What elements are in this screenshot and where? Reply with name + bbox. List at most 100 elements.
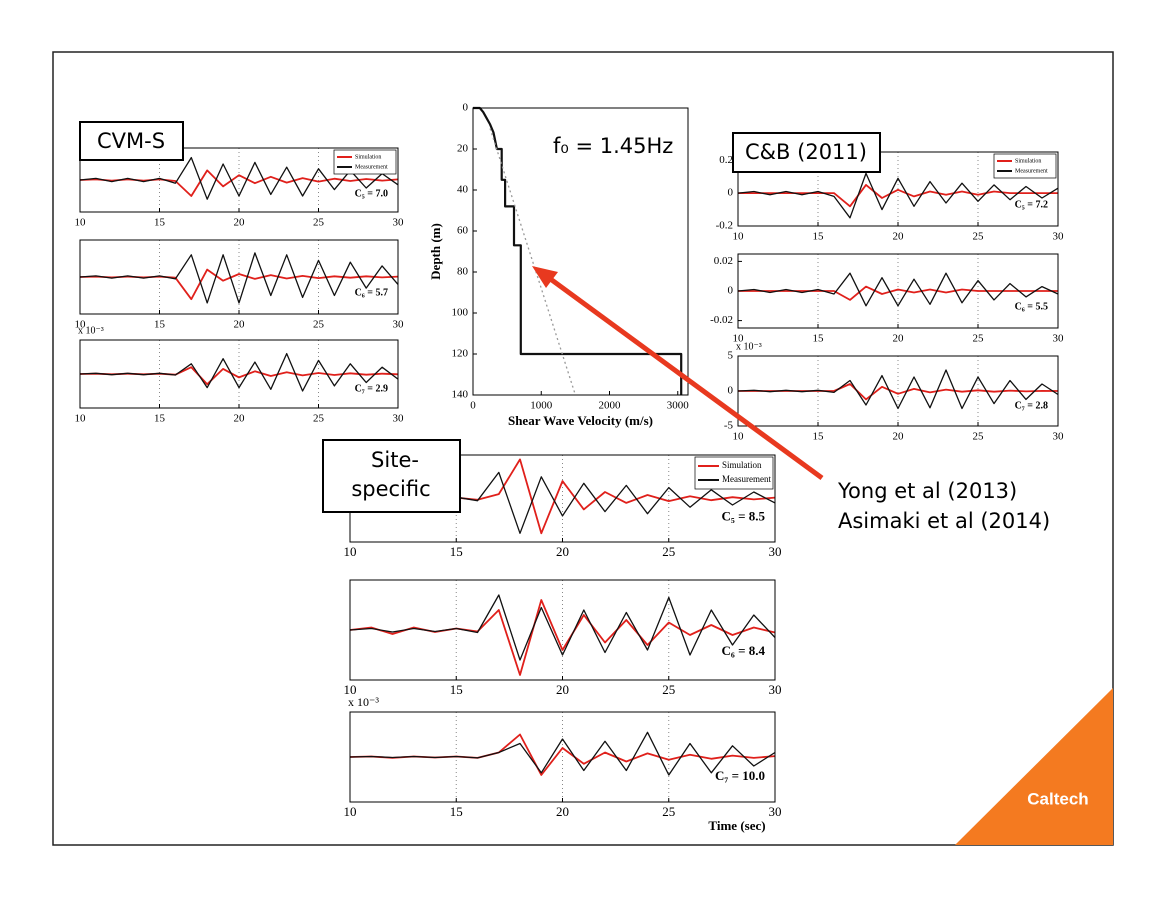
y-multiplier: x 10⁻³ [78, 325, 104, 336]
arrow-line [543, 272, 824, 481]
label: specific [351, 477, 430, 501]
x-tick-label: 25 [973, 333, 985, 345]
y-tick-label: -5 [724, 420, 734, 432]
annotation: C₇ = 10.0 [715, 768, 765, 783]
x-tick-label: 10 [733, 431, 745, 443]
x-tick-label: 30 [1053, 431, 1065, 443]
reference: Asimaki et al (2014) [838, 509, 1050, 533]
x-tick-label: 15 [813, 431, 825, 443]
x-tick-label: 0 [470, 400, 476, 412]
legend-label: Simulation [722, 460, 762, 470]
series-line [349, 731, 776, 776]
legend-box [694, 456, 774, 490]
series-line [349, 594, 776, 661]
series-line [737, 369, 1059, 410]
x-tick-label: 15 [813, 333, 825, 345]
series-line [737, 172, 1059, 219]
legend-label: Simulation [1015, 158, 1041, 164]
annotation: C₇ = 2.8 [1015, 401, 1048, 412]
annotation: C₆ = 5.7 [355, 288, 388, 299]
y-axis-label: Depth (m) [428, 223, 443, 280]
legend-box [333, 149, 397, 175]
x-axis-label: Time (sec) [708, 818, 765, 833]
plot-area [473, 108, 688, 395]
series-line [79, 252, 399, 304]
legend-box [993, 153, 1057, 179]
label-box [79, 121, 184, 161]
y-tick-label: 120 [452, 348, 469, 360]
legend-label: Measurement [1015, 168, 1048, 174]
x-tick-label: 20 [556, 682, 569, 697]
x-tick-label: 15 [450, 544, 463, 559]
charts: 10 15 20 25 30 C₅ = 7.0 Simulation Measurement 1… [75, 102, 1065, 833]
legend-label: Measurement [355, 164, 388, 170]
reference: Yong et al (2013) [837, 479, 1017, 503]
x-tick-label: 25 [662, 804, 675, 819]
y-tick-label: -0.02 [710, 314, 733, 326]
series-line [489, 128, 577, 396]
x-tick-label: 10 [75, 319, 87, 331]
x-tick-label: 15 [450, 804, 463, 819]
y-multiplier: x 10⁻³ [736, 341, 762, 352]
y-tick-label: 40 [457, 184, 469, 196]
y-tick-label: 0 [728, 187, 734, 199]
x-tick-label: 10 [733, 333, 745, 345]
series-line [473, 106, 683, 395]
logo-text: Caltech [1027, 789, 1088, 808]
annotation: C₇ = 2.9 [355, 383, 388, 394]
y-tick-label: 100 [452, 307, 469, 319]
annotation: C₅ = 7.2 [1015, 200, 1048, 211]
annotation: C₅ = 7.0 [355, 188, 388, 199]
y-tick-label: 0.2 [719, 154, 733, 166]
x-tick-label: 30 [1053, 333, 1065, 345]
y-tick-label: 20 [457, 143, 469, 155]
x-tick-label: 30 [393, 413, 405, 425]
x-tick-label: 20 [893, 231, 905, 243]
x-tick-label: 30 [393, 319, 405, 331]
plot-frame [79, 239, 399, 315]
x-tick-label: 15 [154, 413, 166, 425]
annotation: C₆ = 8.4 [722, 643, 766, 658]
x-tick-label: 20 [893, 431, 905, 443]
legend-label: Measurement [722, 474, 771, 484]
x-tick-label: 30 [393, 217, 405, 229]
x-tick-label: 20 [556, 804, 569, 819]
x-tick-label: 25 [313, 413, 325, 425]
logo-triangle [955, 688, 1113, 845]
y-tick-label: 140 [452, 389, 469, 401]
x-tick-label: 10 [344, 804, 357, 819]
label: Site- [371, 448, 419, 472]
plot-frame [349, 711, 776, 803]
x-tick-label: 2000 [599, 400, 622, 412]
x-tick-label: 25 [662, 682, 675, 697]
plot-frame [472, 107, 689, 396]
plot-frame [79, 147, 399, 213]
label-box [322, 439, 461, 513]
plot-frame [79, 339, 399, 409]
series-line [79, 352, 399, 392]
x-tick-label: 10 [75, 413, 87, 425]
x-tick-label: 30 [769, 544, 782, 559]
x-tick-label: 10 [344, 682, 357, 697]
x-tick-label: 20 [234, 217, 246, 229]
y-tick-label: 80 [457, 266, 469, 278]
x-tick-label: 30 [769, 804, 782, 819]
y-tick-label: 0 [463, 102, 469, 114]
x-tick-label: 15 [450, 682, 463, 697]
arrow-head [532, 266, 558, 288]
x-tick-label: 20 [893, 333, 905, 345]
x-tick-label: 3000 [667, 400, 690, 412]
series-line [737, 272, 1059, 307]
x-tick-label: 15 [813, 231, 825, 243]
f0-label: f₀ = 1.45Hz [553, 134, 673, 158]
x-tick-label: 1000 [530, 400, 553, 412]
series-line [79, 156, 399, 200]
y-tick-label: 60 [457, 225, 469, 237]
y-tick-label: 5 [728, 350, 734, 362]
x-tick-label: 25 [973, 431, 985, 443]
x-tick-label: 30 [769, 682, 782, 697]
x-tick-label: 20 [556, 544, 569, 559]
legend-label: Simulation [355, 154, 381, 160]
x-tick-label: 25 [662, 544, 675, 559]
